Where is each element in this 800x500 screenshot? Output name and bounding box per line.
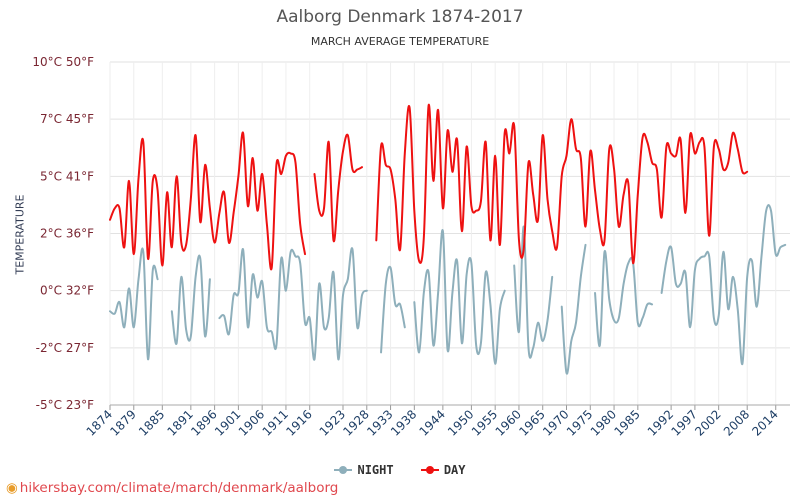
series-line-day: [313, 133, 363, 243]
plot-area: [109, 104, 787, 375]
x-tick-label: 1944: [416, 407, 447, 438]
y-tick-label: 2°C 36°F: [40, 227, 94, 241]
x-tick-label: 1911: [260, 407, 291, 438]
chart-subtitle: MARCH AVERAGE TEMPERATURE: [310, 35, 490, 48]
location-pin-icon: ◉: [6, 480, 18, 496]
x-tick-label: 1916: [283, 407, 314, 438]
legend-label-night: NIGHT: [357, 463, 394, 477]
x-tick-label: 1992: [645, 407, 676, 438]
series-line-night: [594, 250, 654, 347]
y-tick-label: 7°C 45°F: [40, 112, 94, 126]
chart-title: Aalborg Denmark 1874-2017: [276, 7, 524, 27]
x-tick-label: 1901: [212, 407, 243, 438]
x-tick-label: 2002: [692, 407, 723, 438]
series-line-day: [109, 131, 306, 271]
legend: NIGHT DAY: [0, 463, 800, 478]
x-tick-label: 1891: [164, 407, 195, 438]
x-tick-label: 1985: [611, 407, 642, 438]
y-axis-label: TEMPERATURE: [13, 194, 27, 275]
series-line-night: [170, 254, 211, 345]
day-line-icon: [420, 465, 439, 475]
y-tick-label: 0°C 32°F: [40, 284, 94, 298]
x-tick-label: 1938: [388, 407, 419, 438]
x-tick-label: 1955: [469, 407, 500, 438]
x-tick-label: 1885: [136, 407, 167, 438]
series-night: [109, 204, 787, 375]
legend-item-night[interactable]: NIGHT: [334, 463, 394, 477]
series-day: [109, 104, 749, 271]
x-tick-label: 1980: [588, 407, 619, 438]
y-tick-label: 10°C 50°F: [32, 55, 94, 69]
y-tick-label: -2°C 27°F: [36, 341, 94, 355]
x-tick-label: 1896: [188, 407, 219, 438]
x-tick-label: 2014: [749, 407, 780, 438]
series-line-night: [380, 265, 406, 354]
x-tick-label: 2008: [721, 407, 752, 438]
series-line-night: [660, 204, 787, 365]
x-tick-label: 1960: [493, 407, 524, 438]
source-text: hikersbay.com/climate/march/denmark/aalb…: [19, 480, 339, 496]
series-line-night: [513, 225, 554, 359]
x-tick-label: 1933: [364, 407, 395, 438]
series-line-night: [413, 229, 506, 365]
x-tick-label: 1923: [317, 407, 348, 438]
series-line-night: [218, 247, 368, 361]
y-tick-label: -5°C 23°F: [36, 398, 94, 412]
x-tick-label: 1997: [669, 407, 700, 438]
legend-item-day[interactable]: DAY: [420, 463, 466, 477]
series-line-night: [109, 247, 159, 361]
legend-label-day: DAY: [443, 463, 466, 477]
x-tick-label: 1906: [236, 407, 267, 438]
series-line-night: [560, 243, 587, 375]
grid: [109, 61, 790, 406]
x-tick-label: 1879: [107, 407, 138, 438]
x-tick-label: 1975: [564, 407, 595, 438]
x-tick-label: 1950: [445, 407, 476, 438]
x-tick-label: 1970: [540, 407, 571, 438]
y-tick-label: 5°C 41°F: [40, 169, 94, 183]
x-tick-label: 1928: [340, 407, 371, 438]
source-link[interactable]: ◉ hikersbay.com/climate/march/denmark/aal…: [6, 480, 338, 496]
night-line-icon: [334, 465, 353, 475]
series-line-day: [375, 104, 749, 265]
y-axis: 10°C 50°F 7°C 45°F 5°C 41°F 2°C 36°F 0°C 32°…: [32, 55, 94, 412]
x-tick-label: 1965: [516, 407, 547, 438]
